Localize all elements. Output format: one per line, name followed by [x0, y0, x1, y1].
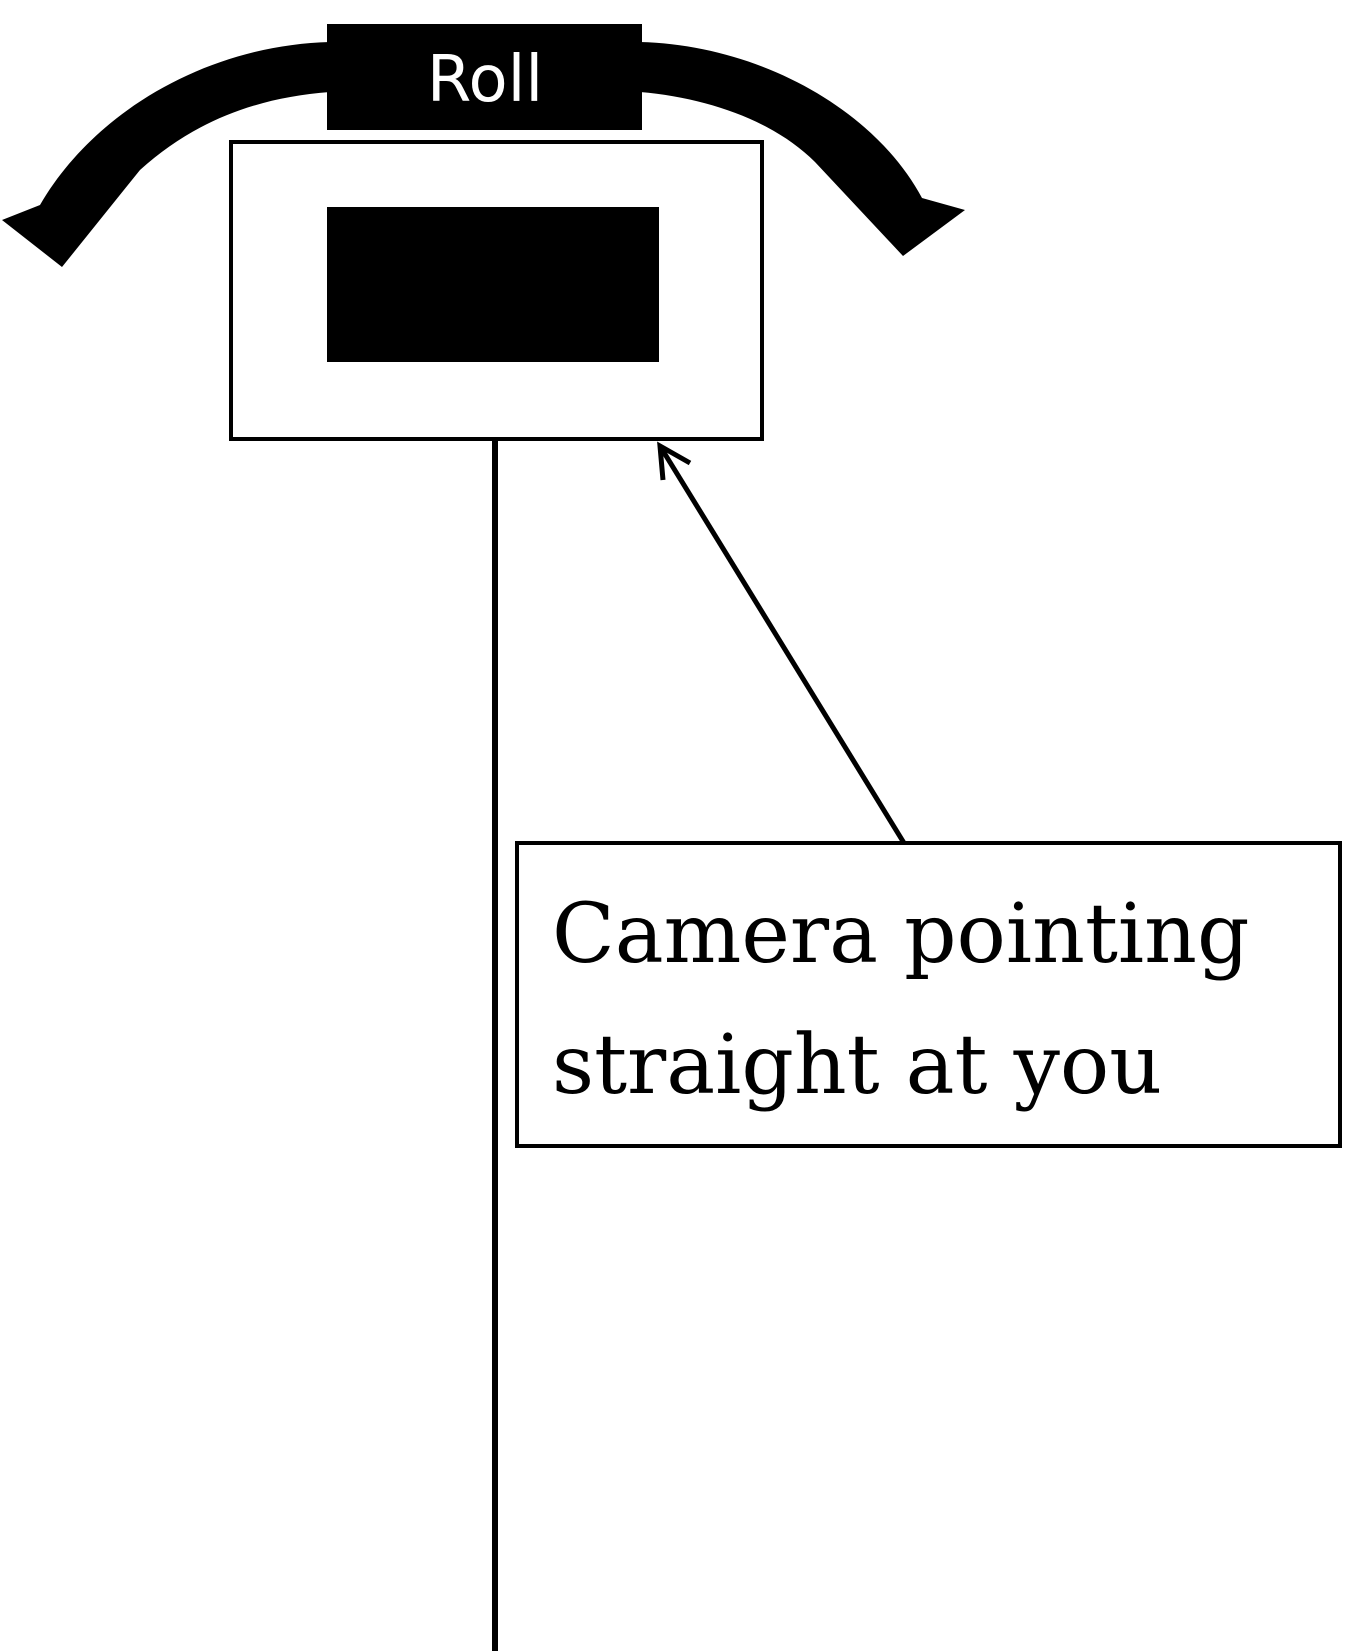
arrow-pointer-icon	[657, 441, 907, 845]
camera-lens	[327, 207, 659, 362]
curved-arrow-right-icon	[640, 42, 965, 256]
roll-label: Roll	[427, 43, 543, 117]
roll-label-box: Roll	[327, 24, 642, 130]
curved-arrow-left-icon	[2, 42, 330, 267]
callout-box: Camera pointing straight at you	[515, 841, 1342, 1148]
callout-line-2: straight at you	[552, 1018, 1162, 1113]
callout-line-1: Camera pointing	[552, 887, 1249, 982]
